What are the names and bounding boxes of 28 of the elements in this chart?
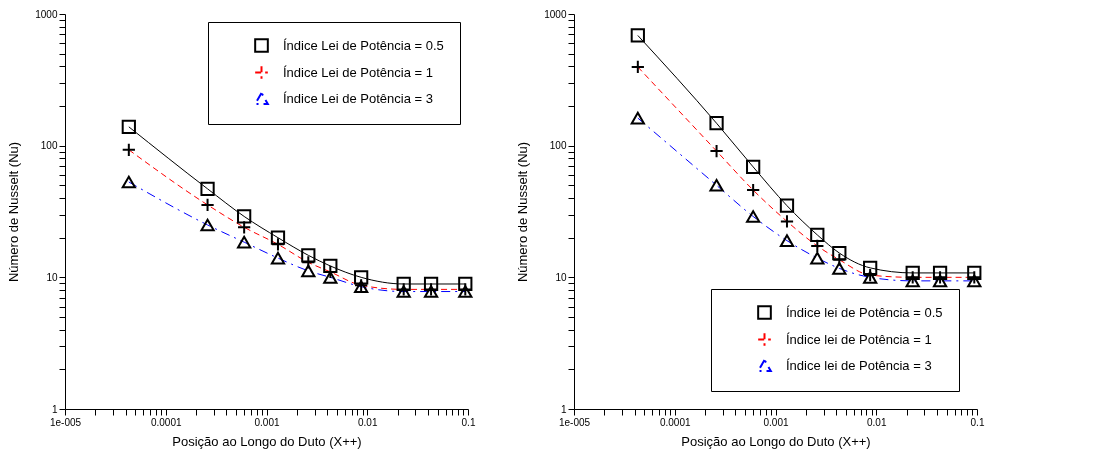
y-axis-title: Número de Nusselt (Nu)	[6, 141, 22, 283]
y-tick-label: 1	[560, 403, 567, 415]
y-tick-label: 1000	[544, 8, 567, 20]
y-tick-label: 1000	[35, 8, 58, 20]
legend-label: Índice lei de Potência = 3	[786, 357, 932, 373]
x-tick-label: 0.1	[461, 416, 476, 428]
legend-label: Índice lei de Potência = 1	[786, 331, 932, 347]
x-tick-label: 0.01	[867, 416, 887, 428]
x-tick-label: 0.001	[763, 416, 789, 428]
x-tick-label: 1e-005	[558, 416, 591, 428]
y-tick-label: 10	[46, 271, 58, 283]
legend-label: Índice Lei de Potência = 0.5	[283, 37, 444, 53]
legend-label: Índice Lei de Potência = 1	[283, 64, 433, 80]
legend-label: Índice Lei de Potência = 3	[283, 90, 433, 106]
x-tick-label: 0.0001	[150, 416, 182, 428]
x-tick-label: 0.1	[970, 416, 985, 428]
x-tick-label: 0.01	[358, 416, 378, 428]
y-tick-label: 1	[51, 403, 58, 415]
x-axis-title: Posição ao Longo do Duto (X++)	[681, 433, 871, 449]
x-tick-label: 0.0001	[659, 416, 691, 428]
x-axis-title: Posição ao Longo do Duto (X++)	[172, 433, 362, 449]
y-tick-label: 10	[555, 271, 567, 283]
y-tick-label: 100	[40, 140, 58, 152]
x-tick-label: 1e-005	[49, 416, 82, 428]
x-tick-label: 0.001	[254, 416, 280, 428]
legend-label: Índice lei de Potência = 0.5	[786, 304, 943, 320]
y-tick-label: 100	[549, 140, 567, 152]
y-axis-title: Número de Nusselt (Nu)	[515, 141, 531, 283]
